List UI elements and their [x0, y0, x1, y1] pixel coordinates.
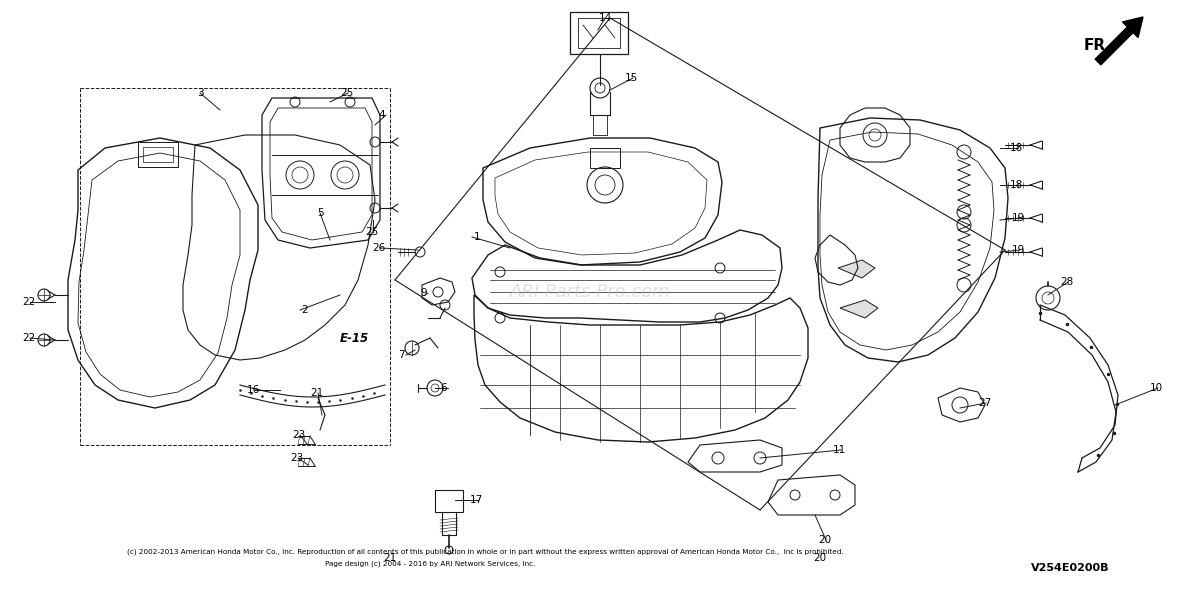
- Text: FR.: FR.: [1084, 38, 1112, 52]
- FancyArrow shape: [1095, 17, 1143, 65]
- Bar: [435, 490, 463, 512]
- Text: 11: 11: [833, 445, 846, 455]
- Text: 26: 26: [372, 243, 385, 253]
- Bar: [138, 142, 178, 167]
- Text: 23: 23: [291, 430, 306, 440]
- Text: 7: 7: [398, 350, 405, 360]
- Text: 4: 4: [378, 110, 385, 120]
- Text: 21: 21: [310, 388, 323, 398]
- Text: 22: 22: [22, 297, 35, 307]
- Text: 19: 19: [1012, 245, 1025, 255]
- Text: 1: 1: [473, 232, 480, 242]
- Text: 10: 10: [1150, 383, 1163, 393]
- Text: 22: 22: [22, 333, 35, 343]
- Text: 27: 27: [978, 398, 991, 408]
- Text: 25: 25: [340, 88, 353, 98]
- Text: E-15: E-15: [340, 332, 369, 345]
- Text: 20: 20: [818, 535, 831, 545]
- Text: 18: 18: [1010, 180, 1023, 190]
- Text: 9: 9: [420, 288, 427, 298]
- Text: 5: 5: [316, 208, 323, 218]
- Text: Page design (c) 2004 - 2016 by ARI Network Services, Inc.: Page design (c) 2004 - 2016 by ARI Netwo…: [324, 561, 536, 567]
- Text: V254E0200B: V254E0200B: [1031, 563, 1109, 573]
- Bar: [143, 147, 173, 162]
- Text: (c) 2002-2013 American Honda Motor Co., Inc. Reproduction of all contents of thi: (c) 2002-2013 American Honda Motor Co., …: [126, 549, 844, 555]
- Text: 20: 20: [813, 553, 826, 563]
- Text: 15: 15: [625, 73, 638, 83]
- Bar: [578, 18, 620, 48]
- Text: 18: 18: [1010, 143, 1023, 153]
- Text: 23: 23: [290, 453, 303, 463]
- Text: ARI Parts Pro.com: ARI Parts Pro.com: [510, 283, 670, 301]
- Text: 16: 16: [247, 385, 261, 395]
- Text: 19: 19: [1012, 213, 1025, 223]
- Text: 3: 3: [197, 88, 203, 98]
- Text: 21: 21: [384, 553, 396, 563]
- Text: 25: 25: [365, 227, 379, 237]
- Polygon shape: [840, 300, 878, 318]
- Bar: [590, 148, 620, 168]
- Text: 28: 28: [1060, 277, 1074, 287]
- Text: 17: 17: [470, 495, 484, 505]
- Text: 14: 14: [598, 13, 611, 23]
- Polygon shape: [838, 260, 876, 278]
- Text: 2: 2: [301, 305, 308, 315]
- Bar: [570, 12, 628, 54]
- Text: 6: 6: [440, 383, 446, 393]
